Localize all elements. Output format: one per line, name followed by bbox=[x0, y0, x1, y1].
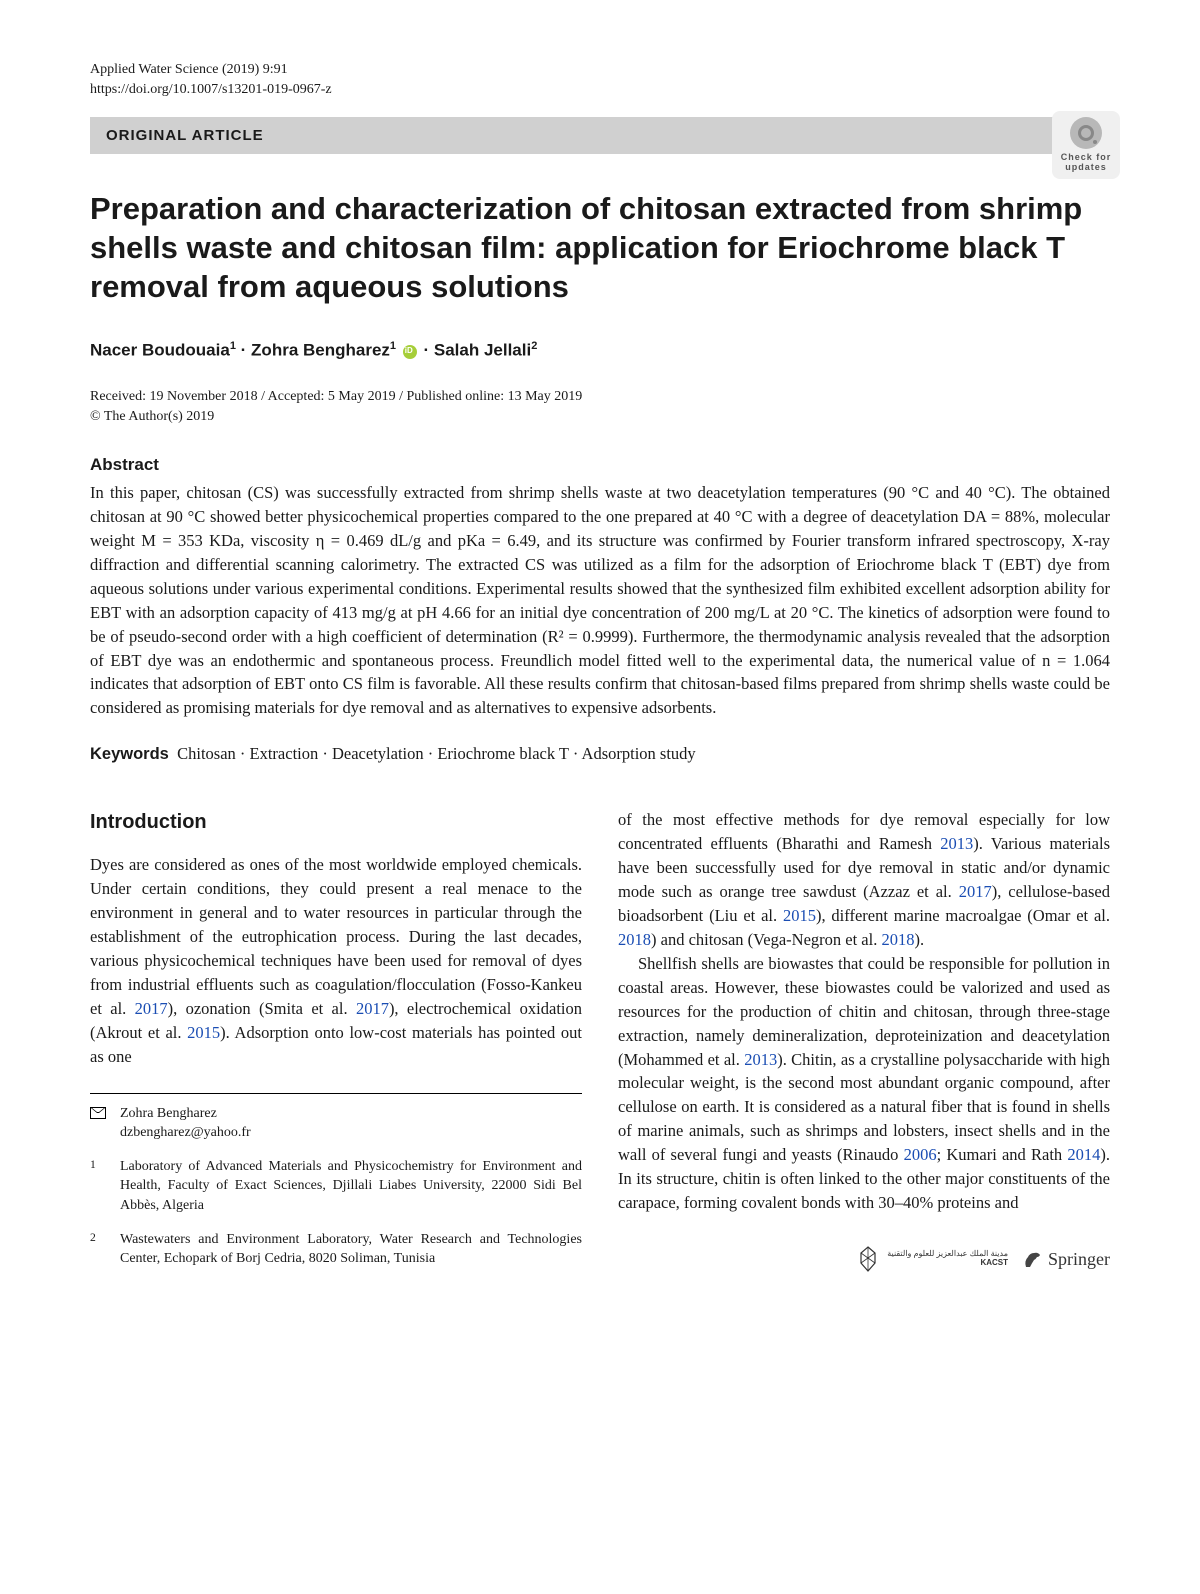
citation[interactable]: 2017 bbox=[356, 999, 389, 1018]
page-footer: مدينة الملك عبدالعزيز للعلوم والتقنية KA… bbox=[618, 1245, 1110, 1273]
corresponding-author: Zohra Bengharez dzbengharez@yahoo.fr bbox=[90, 1104, 582, 1143]
abstract-text: In this paper, chitosan (CS) was success… bbox=[90, 481, 1110, 720]
keywords-line: Keywords Chitosan · Extraction · Deacety… bbox=[90, 744, 1110, 764]
citation[interactable]: 2014 bbox=[1067, 1145, 1100, 1164]
citation[interactable]: 2018 bbox=[881, 930, 914, 949]
crossmark-icon bbox=[1070, 117, 1102, 149]
affiliation-1-text: Laboratory of Advanced Materials and Phy… bbox=[120, 1157, 582, 1216]
intro-paragraph-1-cont: of the most effective methods for dye re… bbox=[618, 808, 1110, 952]
envelope-icon bbox=[90, 1107, 106, 1119]
journal-line: Applied Water Science (2019) 9:91 bbox=[90, 60, 1110, 80]
springer-text: Springer bbox=[1048, 1246, 1110, 1272]
journal-header: Applied Water Science (2019) 9:91 https:… bbox=[90, 60, 1110, 99]
citation[interactable]: 2006 bbox=[904, 1145, 937, 1164]
citation[interactable]: 2015 bbox=[783, 906, 816, 925]
authors-line: Nacer Boudouaia1 · Zohra Bengharez1 · Sa… bbox=[90, 340, 1110, 361]
citation[interactable]: 2013 bbox=[744, 1050, 777, 1069]
citation[interactable]: 2013 bbox=[940, 834, 973, 853]
kacst-icon bbox=[855, 1245, 881, 1273]
copyright-line: © The Author(s) 2019 bbox=[90, 409, 1110, 425]
article-type-label: ORIGINAL ARTICLE bbox=[106, 127, 264, 144]
corr-author-email: dzbengharez@yahoo.fr bbox=[120, 1123, 582, 1143]
citation[interactable]: 2017 bbox=[135, 999, 168, 1018]
article-type-bar: ORIGINAL ARTICLE Check for updates bbox=[90, 117, 1110, 154]
body-columns: Introduction Dyes are considered as ones… bbox=[90, 808, 1110, 1282]
footnotes-block: Zohra Bengharez dzbengharez@yahoo.fr 1 L… bbox=[90, 1093, 582, 1269]
kacst-english: KACST bbox=[887, 1259, 1008, 1268]
intro-paragraph-2: Shellfish shells are biowastes that coul… bbox=[618, 952, 1110, 1215]
article-title: Preparation and characterization of chit… bbox=[90, 190, 1110, 306]
orcid-icon bbox=[403, 345, 417, 359]
corr-author-name: Zohra Bengharez bbox=[120, 1104, 582, 1124]
springer-horse-icon bbox=[1022, 1247, 1044, 1271]
introduction-heading: Introduction bbox=[90, 808, 582, 837]
affiliation-1: 1 Laboratory of Advanced Materials and P… bbox=[90, 1157, 582, 1216]
doi-line: https://doi.org/10.1007/s13201-019-0967-… bbox=[90, 80, 1110, 100]
article-dates: Received: 19 November 2018 / Accepted: 5… bbox=[90, 389, 1110, 405]
column-right: of the most effective methods for dye re… bbox=[618, 808, 1110, 1282]
citation[interactable]: 2018 bbox=[618, 930, 651, 949]
check-updates-label: Check for updates bbox=[1058, 153, 1114, 173]
keywords-text: Chitosan · Extraction · Deacetylation · … bbox=[177, 744, 696, 763]
column-left: Introduction Dyes are considered as ones… bbox=[90, 808, 582, 1282]
abstract-heading: Abstract bbox=[90, 455, 1110, 475]
keywords-label: Keywords bbox=[90, 745, 169, 763]
check-updates-badge[interactable]: Check for updates bbox=[1052, 111, 1120, 179]
citation[interactable]: 2017 bbox=[959, 882, 992, 901]
kacst-logo-block: مدينة الملك عبدالعزيز للعلوم والتقنية KA… bbox=[855, 1245, 1008, 1273]
affiliation-2: 2 Wastewaters and Environment Laboratory… bbox=[90, 1230, 582, 1269]
citation[interactable]: 2015 bbox=[187, 1023, 220, 1042]
affiliation-2-text: Wastewaters and Environment Laboratory, … bbox=[120, 1230, 582, 1269]
intro-paragraph-1: Dyes are considered as ones of the most … bbox=[90, 853, 582, 1068]
springer-logo-block: Springer bbox=[1022, 1246, 1110, 1272]
